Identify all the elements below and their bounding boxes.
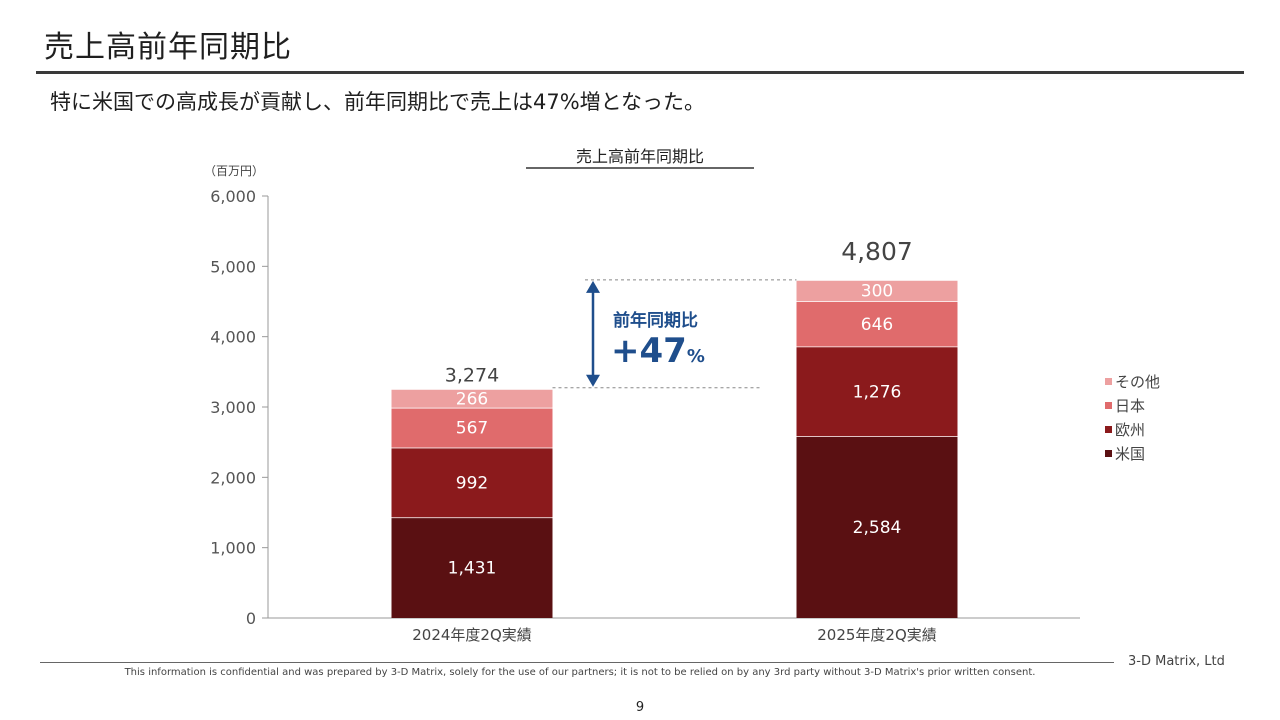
y-tick-label: 5,000 bbox=[210, 257, 256, 276]
chart-title: 売上高前年同期比 bbox=[576, 147, 704, 166]
data-label-jp: 646 bbox=[861, 315, 893, 335]
legend-label-other: その他 bbox=[1115, 373, 1160, 391]
data-label-jp: 567 bbox=[456, 419, 488, 439]
y-tick-label: 2,000 bbox=[210, 468, 256, 487]
legend-swatch-eu bbox=[1105, 426, 1112, 433]
data-label-eu: 992 bbox=[456, 473, 488, 493]
bar-segment-jp bbox=[796, 301, 958, 347]
bar-segment-jp bbox=[391, 407, 553, 448]
legend-label-eu: 欧州 bbox=[1115, 421, 1145, 439]
bar-segment-us bbox=[391, 517, 553, 618]
slide-subtitle: 特に米国での高成長が貢献し、前年同期比で売上は47%増となった。 bbox=[50, 90, 706, 114]
y-tick-label: 1,000 bbox=[210, 539, 256, 558]
data-label-us: 2,584 bbox=[853, 518, 902, 538]
total-label: 3,274 bbox=[445, 365, 499, 387]
data-label-us: 1,431 bbox=[448, 559, 497, 579]
disclaimer-text: This information is confidential and was… bbox=[124, 667, 1036, 678]
legend-swatch-us bbox=[1105, 450, 1112, 457]
legend-label-jp: 日本 bbox=[1115, 397, 1145, 415]
bar-segment-eu bbox=[796, 346, 958, 437]
data-label-other: 300 bbox=[861, 282, 893, 302]
growth-label: 前年同期比 bbox=[613, 310, 698, 331]
slide-title: 売上高前年同期比 bbox=[44, 30, 292, 65]
x-tick-label: 2024年度2Q実績 bbox=[412, 626, 532, 644]
bar-segment-us bbox=[796, 436, 958, 618]
bar-segment-other bbox=[391, 388, 553, 408]
x-tick-label: 2025年度2Q実績 bbox=[817, 626, 937, 644]
chart-layer: 0 1,000 2,000 3,000 4,000 5,000 6,000 1,431 992 5… bbox=[210, 187, 1160, 644]
growth-value-unit: % bbox=[687, 346, 705, 367]
y-axis-unit-label: （百万円） bbox=[204, 164, 264, 178]
footer-divider bbox=[40, 662, 1114, 663]
data-label-eu: 1,276 bbox=[853, 382, 902, 402]
growth-arrow-head-up bbox=[586, 280, 600, 293]
company-name: 3-D Matrix, Ltd bbox=[1128, 654, 1225, 669]
data-label-other: 266 bbox=[456, 389, 488, 409]
y-tick-label: 0 bbox=[246, 609, 256, 628]
growth-value-number: +47 bbox=[611, 331, 687, 371]
growth-value: +47% bbox=[611, 331, 705, 371]
legend-swatch-jp bbox=[1105, 402, 1112, 409]
y-tick-label: 4,000 bbox=[210, 328, 256, 347]
legend-swatch-other bbox=[1105, 378, 1112, 385]
growth-arrow-head-down bbox=[586, 374, 600, 387]
bar-segment-eu bbox=[391, 447, 553, 518]
page-number: 9 bbox=[635, 700, 645, 715]
title-divider bbox=[36, 71, 1244, 74]
y-tick-label: 3,000 bbox=[210, 398, 256, 417]
total-label: 4,807 bbox=[841, 237, 913, 266]
legend-label-us: 米国 bbox=[1115, 445, 1145, 463]
y-tick-label: 6,000 bbox=[210, 187, 256, 206]
bar-segment-other bbox=[796, 279, 958, 302]
